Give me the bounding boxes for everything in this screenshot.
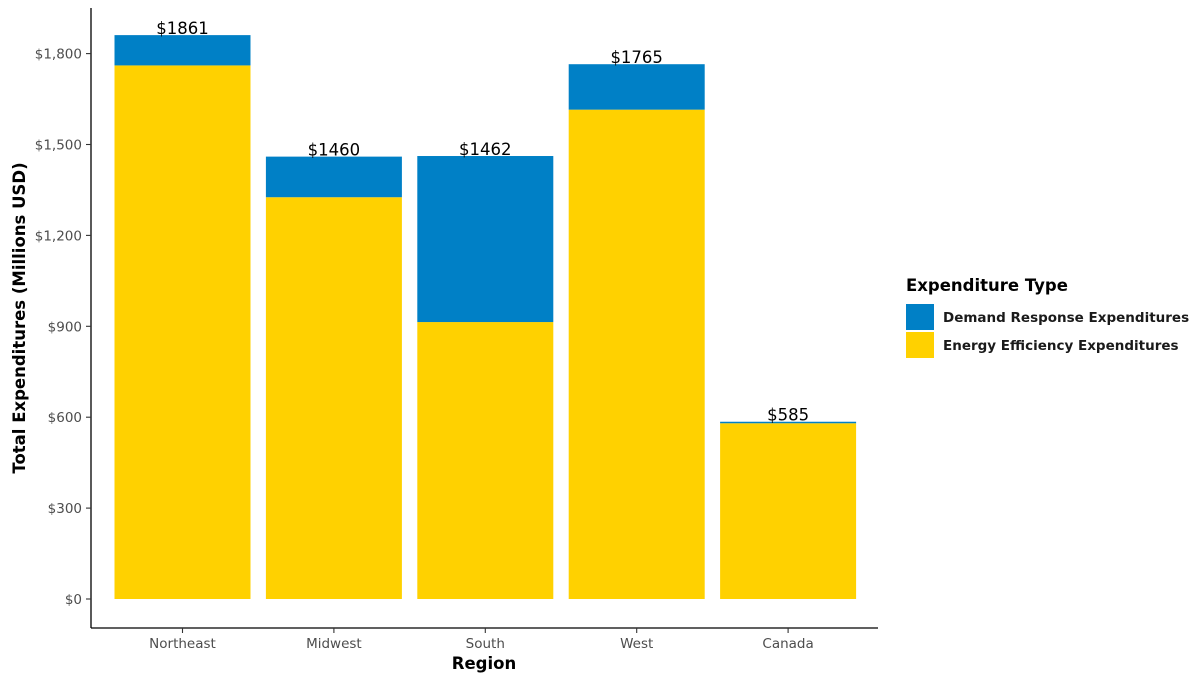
bar-energy-efficiency-expenditures-northeast <box>114 65 251 600</box>
y-tick-label: $1,200 <box>35 228 82 244</box>
y-tick-label: $900 <box>48 319 82 335</box>
legend-label: Demand Response Expenditures <box>943 310 1189 326</box>
legend: Expenditure Type Demand Response Expendi… <box>906 276 1189 358</box>
y-tick-label: $600 <box>48 410 82 426</box>
x-tick-label-west: West <box>620 636 653 652</box>
bar-demand-response-expenditures-west <box>568 64 705 110</box>
y-tick-label: $1,800 <box>35 47 82 63</box>
bar-demand-response-expenditures-northeast <box>114 35 251 66</box>
legend-swatch <box>906 332 934 358</box>
total-label-canada: $585 <box>767 406 809 425</box>
y-axis-title: Total Expenditures (Millions USD) <box>10 162 29 473</box>
legend-swatch <box>906 304 934 330</box>
x-tick-label-south: South <box>466 636 505 652</box>
x-axis-title: Region <box>452 654 516 673</box>
y-tick-label: $1,500 <box>35 138 82 154</box>
total-labels-group: $1861 $1460 $1462 $1765 $585 <box>156 19 809 425</box>
x-tick-label-northeast: Northeast <box>149 636 216 652</box>
bars-group <box>114 35 857 600</box>
legend-label: Energy Efficiency Expenditures <box>943 338 1179 354</box>
total-label-west: $1765 <box>610 48 663 67</box>
total-label-northeast: $1861 <box>156 19 209 38</box>
bar-energy-efficiency-expenditures-midwest <box>265 197 402 600</box>
total-label-south: $1462 <box>459 140 512 159</box>
bar-energy-efficiency-expenditures-south <box>417 322 554 599</box>
x-tick-label-midwest: Midwest <box>306 636 362 652</box>
y-tick-label: $0 <box>65 592 82 608</box>
bar-energy-efficiency-expenditures-canada <box>720 423 857 599</box>
bar-demand-response-expenditures-south <box>417 156 554 323</box>
y-ticks-group: $0 $300 $600 $900 $1,200 $1,500 $1,800 <box>35 47 91 608</box>
x-ticks-group: Northeast Midwest South West Canada <box>149 628 814 652</box>
bar-energy-efficiency-expenditures-west <box>568 109 705 599</box>
bar-demand-response-expenditures-canada <box>720 421 857 424</box>
bar-demand-response-expenditures-midwest <box>265 156 402 198</box>
legend-title: Expenditure Type <box>906 276 1068 295</box>
x-tick-label-canada: Canada <box>762 636 813 652</box>
y-tick-label: $300 <box>48 501 82 517</box>
total-label-midwest: $1460 <box>308 141 361 160</box>
